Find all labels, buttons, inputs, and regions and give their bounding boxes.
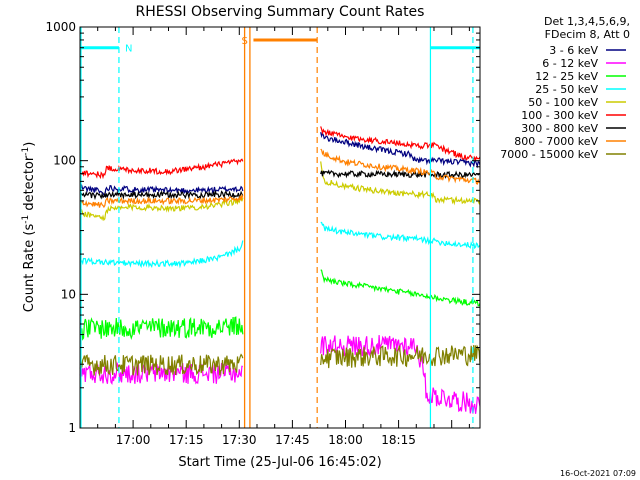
plot-area: NS	[79, 27, 481, 428]
axes: 1 10 100 1000 17:00 17:15 17:30 17:45 18:00 18:15	[45, 20, 481, 447]
y-tick-label: 1000	[45, 20, 76, 34]
chart-title: RHESSI Observing Summary Count Rates	[136, 4, 425, 20]
series-line-5-segment-1	[320, 126, 481, 163]
annotation-label-s: S	[241, 36, 247, 47]
x-tick-label: 18:15	[381, 433, 416, 447]
legend-label: 3 - 6 keV	[549, 44, 598, 57]
series-line-2-segment-1	[320, 269, 481, 307]
series-line-8-segment-0	[79, 353, 244, 376]
legend-label: 7000 - 15000 keV	[500, 148, 598, 161]
series-line-1-segment-0	[79, 361, 243, 385]
legend-header: Det 1,3,4,5,6,9,	[544, 15, 630, 28]
x-tick-label: 17:30	[222, 433, 257, 447]
x-tick-label: 17:45	[275, 433, 310, 447]
series-line-2-segment-0	[79, 316, 244, 341]
legend: Det 1,3,4,5,6,9,FDecim 8, Att 0 3 - 6 keV…	[500, 15, 630, 161]
x-tick-label: 18:00	[328, 433, 363, 447]
series-line-0-segment-1	[320, 131, 481, 169]
series-line-6-segment-0	[79, 189, 244, 201]
legend-label: 300 - 800 keV	[521, 122, 598, 135]
plot-frame	[79, 26, 481, 429]
legend-label: 12 - 25 keV	[535, 70, 598, 83]
series-line-7-segment-0	[79, 193, 244, 209]
y-tick-label: 10	[61, 287, 76, 301]
legend-label: 6 - 12 keV	[542, 57, 598, 70]
series-line-4-segment-1	[320, 161, 481, 206]
legend-label: 25 - 50 keV	[535, 83, 598, 96]
x-tick-label: 17:00	[116, 433, 151, 447]
y-axis-label: Count Rate (s-1 detector-1)	[21, 142, 37, 313]
legend-label: 50 - 100 keV	[528, 96, 598, 109]
x-axis-label: Start Time (25-Jul-06 16:45:02)	[178, 455, 381, 470]
y-tick-label: 100	[53, 154, 76, 168]
footer-timestamp: 16-Oct-2021 07:09	[560, 469, 636, 478]
legend-label: 800 - 7000 keV	[514, 135, 598, 148]
legend-label: 100 - 300 keV	[521, 109, 598, 122]
annotation-label-n: N	[125, 44, 132, 55]
series-line-4-segment-0	[79, 195, 244, 222]
legend-header: FDecim 8, Att 0	[545, 28, 630, 41]
y-tick-label: 1	[68, 421, 76, 435]
series-line-1-segment-1	[320, 335, 481, 414]
series-line-3-segment-1	[320, 221, 481, 250]
series-line-8-segment-1	[320, 344, 481, 369]
series-line-3-segment-0	[79, 240, 244, 269]
series-line-7-segment-1	[320, 148, 480, 185]
x-tick-label: 17:15	[169, 433, 204, 447]
series-line-5-segment-0	[79, 158, 244, 180]
